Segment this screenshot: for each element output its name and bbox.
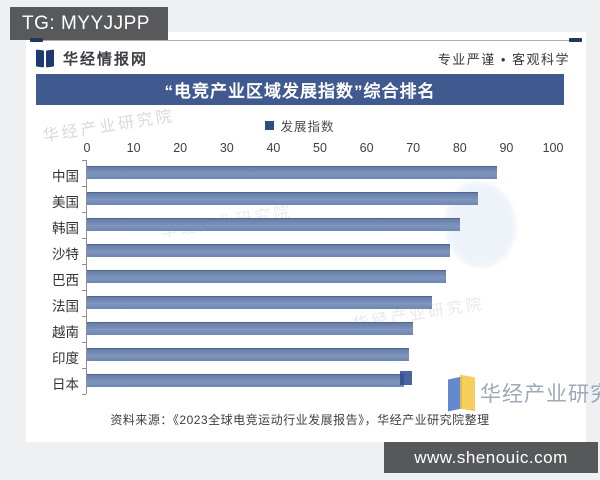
footer-watermark: 华经产业研究院	[398, 366, 600, 412]
x-axis-tick-label: 100	[542, 141, 564, 155]
source-note: 资料来源：《2023全球电竞运动行业发展报告》，华经产业研究院整理	[110, 413, 490, 427]
brand-name: 华经情报网	[63, 50, 149, 68]
x-axis-tick-label: 0	[83, 141, 91, 155]
brand-logo: 华经情报网	[36, 46, 148, 70]
title-banner: “电竞产业区域发展指数”综合排名	[36, 74, 564, 105]
x-axis-tick-label: 50	[313, 141, 327, 155]
category-label: 法国	[52, 299, 79, 314]
x-axis-tick-label: 10	[126, 141, 141, 155]
x-axis-tick-label: 80	[452, 141, 467, 155]
y-axis-tick	[82, 367, 86, 369]
bar-1	[87, 166, 498, 179]
category-label: 越南	[52, 325, 79, 340]
huajing-logo-fold-icon	[460, 374, 475, 412]
x-axis-tick-label: 40	[266, 141, 281, 155]
x-axis-tick-label: 60	[359, 141, 374, 155]
category-label: 巴西	[52, 273, 79, 288]
bar-4	[87, 244, 451, 257]
y-axis-tick	[82, 393, 86, 395]
x-axis-tick-label: 70	[406, 141, 421, 155]
y-axis-tick	[82, 341, 86, 343]
divider-cap-left	[30, 38, 43, 42]
y-axis-line	[86, 159, 87, 394]
chart-title: “电竞产业区域发展指数”综合排名	[164, 82, 436, 101]
category-label: 印度	[52, 351, 79, 366]
bar-8	[87, 348, 409, 361]
category-label: 日本	[52, 377, 79, 392]
footer-watermark-text: 华经产业研究院	[480, 383, 600, 406]
divider-cap-right	[569, 38, 582, 42]
bar-6	[87, 296, 432, 309]
y-axis-tick	[82, 263, 86, 265]
category-label: 沙特	[52, 247, 79, 262]
tg-badge: TG: MYYJJPP	[10, 7, 168, 40]
x-axis-tick-label: 30	[219, 141, 234, 155]
bar-2	[87, 192, 479, 205]
site-url-badge: www.shenouic.com	[384, 442, 598, 473]
y-axis-tick	[82, 289, 86, 291]
chart-legend: 发展指数	[0, 116, 600, 135]
y-axis-tick	[82, 315, 86, 317]
x-axis-tick-label: 90	[499, 141, 514, 155]
bar-7	[87, 322, 414, 335]
y-axis-tick	[82, 159, 86, 161]
category-label: 美国	[52, 195, 79, 210]
y-axis-tick	[82, 185, 86, 187]
header-divider	[30, 40, 582, 41]
category-label: 中国	[52, 169, 79, 184]
y-axis-tick	[82, 211, 86, 213]
legend-marker-icon	[265, 121, 275, 130]
bar-3	[87, 218, 460, 231]
watermark-square-icon	[400, 371, 412, 385]
category-label: 韩国	[52, 221, 79, 236]
x-axis-tick-label: 20	[173, 141, 188, 155]
legend-label: 发展指数	[280, 120, 335, 134]
brand-slogan: 专业严谨 • 客观科学	[437, 52, 570, 67]
bar-5	[87, 270, 446, 283]
y-axis-tick	[82, 237, 86, 239]
bar-9	[87, 374, 404, 387]
